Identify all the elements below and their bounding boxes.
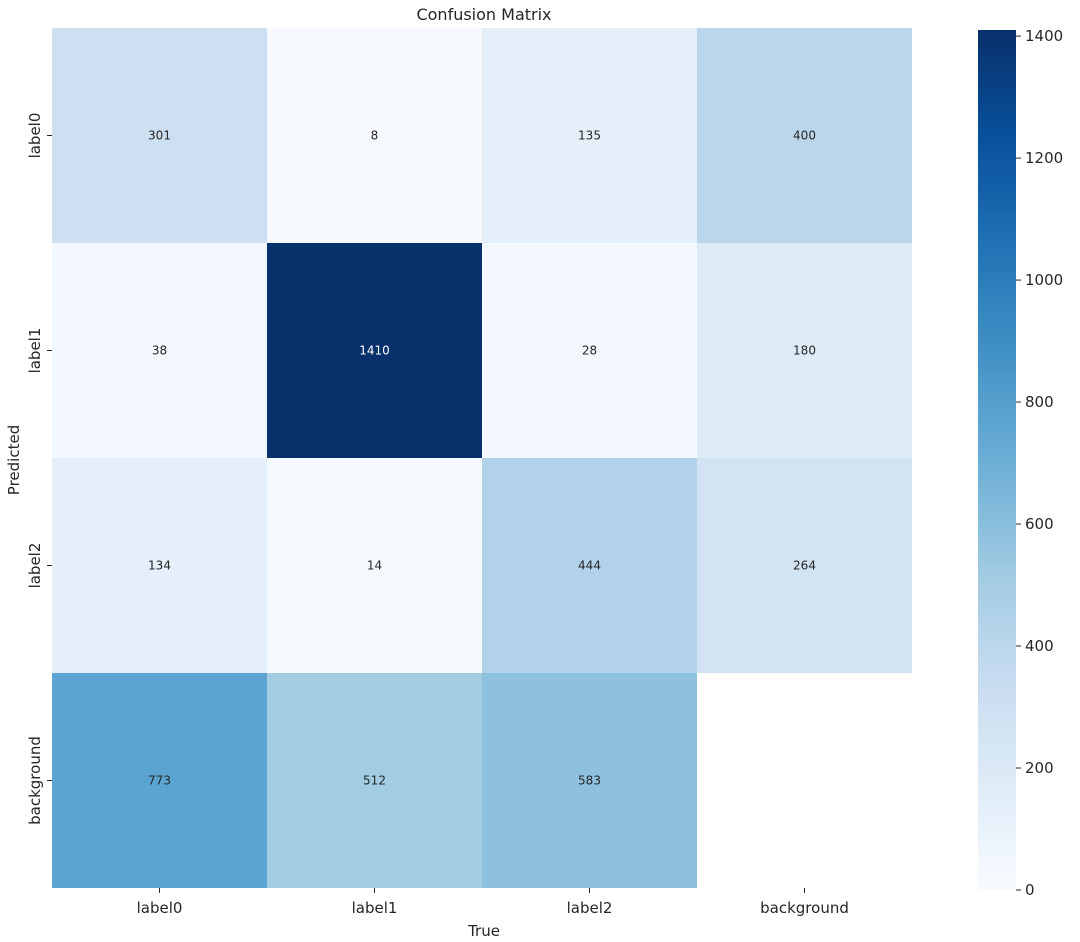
x-tick-label: background bbox=[760, 899, 849, 917]
heatmap-cell bbox=[482, 28, 697, 243]
cell-value-label: 400 bbox=[793, 129, 816, 143]
cell-value-label: 301 bbox=[148, 129, 171, 143]
heatmap-cells: 301 8 135 400 38 1410 28 180 134 14 444 264 773 512 58… bbox=[52, 28, 912, 888]
cell-value-label: 264 bbox=[793, 559, 816, 573]
x-tick-label: label0 bbox=[137, 899, 183, 917]
cell-value-label: 512 bbox=[363, 774, 386, 788]
x-axis-ticks: label0 label1 label2 background bbox=[137, 888, 849, 917]
cell-value-label: 8 bbox=[371, 129, 379, 143]
cell-value-label: 14 bbox=[367, 559, 382, 573]
chart-title: Confusion Matrix bbox=[416, 5, 551, 24]
heatmap-cell bbox=[267, 243, 482, 458]
colorbar-tick-label: 0 bbox=[1025, 881, 1035, 899]
heatmap-cell bbox=[482, 673, 697, 888]
x-axis-label: True bbox=[467, 922, 500, 940]
y-axis-label: Predicted bbox=[5, 425, 23, 495]
colorbar-gradient bbox=[978, 30, 1016, 890]
colorbar: 0 200 400 600 800 1000 1200 1400 bbox=[978, 27, 1063, 899]
cell-value-label: 583 bbox=[578, 774, 601, 788]
heatmap-cell bbox=[267, 28, 482, 243]
colorbar-tick-label: 1200 bbox=[1025, 149, 1063, 167]
cell-value-label: 135 bbox=[578, 129, 601, 143]
heatmap-cell bbox=[697, 28, 912, 243]
cell-value-label: 134 bbox=[148, 559, 171, 573]
colorbar-tick-label: 400 bbox=[1025, 637, 1054, 655]
heatmap-cell bbox=[52, 673, 267, 888]
colorbar-tick-label: 1000 bbox=[1025, 271, 1063, 289]
cell-value-label: 28 bbox=[582, 344, 597, 358]
heatmap-cell bbox=[267, 673, 482, 888]
x-tick-label: label1 bbox=[352, 899, 398, 917]
heatmap-cell bbox=[697, 458, 912, 673]
colorbar-tick-label: 600 bbox=[1025, 515, 1054, 533]
y-axis-ticks: label0 label1 label2 background bbox=[26, 113, 52, 825]
heatmap-cell bbox=[697, 243, 912, 458]
cell-value-label: 38 bbox=[152, 344, 167, 358]
cell-value-label: 180 bbox=[793, 344, 816, 358]
heatmap-cell bbox=[52, 243, 267, 458]
heatmap-cell bbox=[482, 458, 697, 673]
colorbar-ticks: 0 200 400 600 800 1000 1200 1400 bbox=[1016, 27, 1063, 899]
heatmap-cell bbox=[52, 28, 267, 243]
y-tick-label: label1 bbox=[26, 328, 44, 374]
heatmap-cell bbox=[52, 458, 267, 673]
cell-value-label: 1410 bbox=[359, 344, 390, 358]
cell-value-label: 773 bbox=[148, 774, 171, 788]
y-tick-label: label0 bbox=[26, 113, 44, 159]
heatmap-cell bbox=[267, 458, 482, 673]
y-tick-label: label2 bbox=[26, 543, 44, 589]
x-tick-label: label2 bbox=[567, 899, 613, 917]
cell-value-label: 444 bbox=[578, 559, 601, 573]
y-tick-label: background bbox=[26, 736, 44, 825]
colorbar-tick-label: 1400 bbox=[1025, 27, 1063, 45]
colorbar-tick-label: 800 bbox=[1025, 393, 1054, 411]
heatmap-cell bbox=[482, 243, 697, 458]
colorbar-tick-label: 200 bbox=[1025, 759, 1054, 777]
